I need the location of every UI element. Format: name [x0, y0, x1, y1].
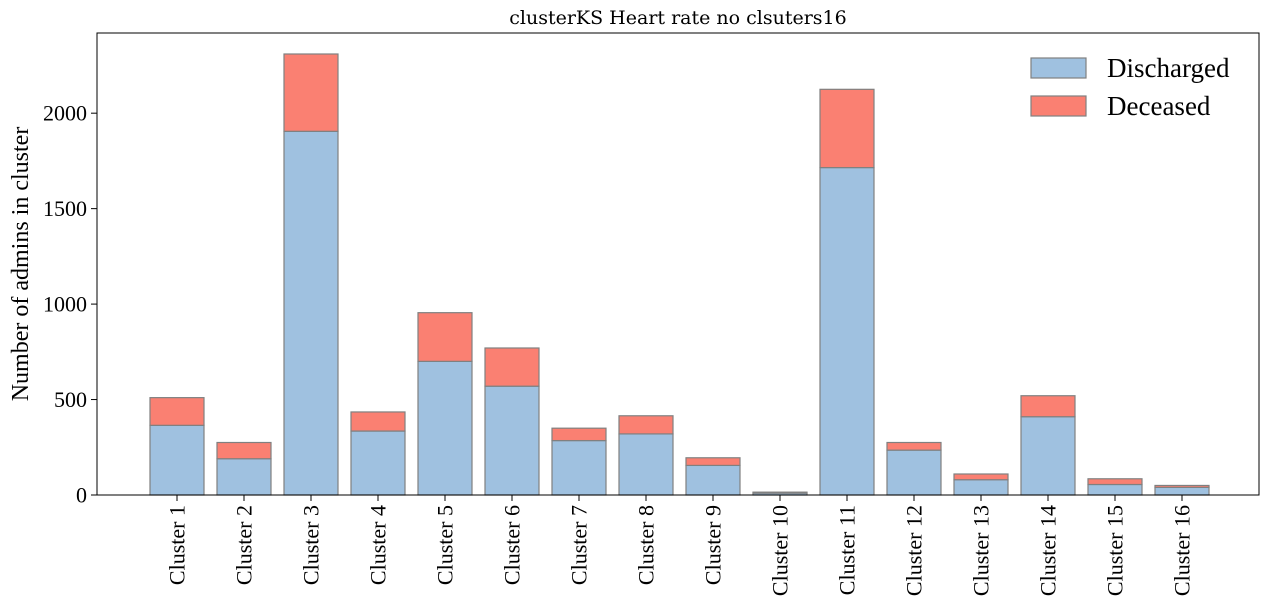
bar-deceased-16 — [1154, 484, 1210, 488]
bar-deceased-1 — [149, 397, 205, 426]
bar-deceased-4 — [350, 411, 406, 432]
legend-swatch-deceased — [1030, 95, 1087, 117]
x-tick-label: Cluster 5 — [433, 505, 458, 585]
x-tick-label: Cluster 2 — [232, 505, 257, 585]
bar-deceased-10 — [752, 491, 808, 494]
x-axis-ticks: Cluster 1 Cluster 2 Cluster 3 Cluster 4 Clus… — [165, 495, 1195, 596]
bar-discharged-11 — [819, 166, 875, 496]
plot-area-frame — [96, 32, 1260, 496]
bar-deceased-13 — [953, 473, 1009, 481]
x-tick-label: Cluster 10 — [768, 505, 793, 596]
x-tick-label: Cluster 3 — [299, 505, 324, 585]
x-tick-label: Cluster 4 — [366, 505, 391, 585]
bar-deceased-6 — [484, 347, 540, 387]
bar-discharged-7 — [551, 439, 607, 496]
y-axis-label: Number of admins in cluster — [8, 127, 34, 402]
bar-deceased-3 — [283, 53, 339, 132]
x-tick-label: Cluster 11 — [835, 505, 860, 595]
legend-label-deceased: Deceased — [1107, 91, 1211, 121]
x-tick-label: Cluster 9 — [701, 505, 726, 585]
bar-discharged-12 — [886, 449, 942, 496]
x-tick-label: Cluster 1 — [165, 505, 190, 585]
bar-deceased-8 — [618, 415, 674, 435]
bar-discharged-1 — [149, 424, 205, 496]
y-tick-label: 500 — [54, 387, 87, 412]
bar-deceased-9 — [685, 457, 741, 467]
y-tick-label: 1000 — [43, 292, 87, 317]
legend: Discharged Deceased — [1030, 53, 1230, 121]
legend-swatch-discharged — [1030, 57, 1087, 79]
y-tick-label: 0 — [76, 483, 87, 508]
bar-deceased-14 — [1020, 395, 1076, 418]
x-tick-label: Cluster 7 — [567, 505, 592, 585]
y-tick-label: 2000 — [43, 101, 87, 126]
bar-deceased-15 — [1087, 478, 1143, 486]
x-tick-label: Cluster 13 — [969, 505, 994, 596]
x-tick-label: Cluster 15 — [1103, 505, 1128, 596]
chart-title: clusterKS Heart rate no clsuters16 — [509, 7, 846, 29]
y-axis-ticks: 0 500 1000 1500 2000 — [43, 101, 97, 508]
x-tick-label: Cluster 8 — [634, 505, 659, 585]
x-tick-label: Cluster 16 — [1170, 505, 1195, 596]
bar-discharged-16 — [1154, 486, 1210, 496]
bar-discharged-13 — [953, 479, 1009, 496]
x-tick-label: Cluster 14 — [1036, 505, 1061, 596]
bar-discharged-8 — [618, 433, 674, 496]
bar-discharged-3 — [283, 130, 339, 496]
bar-deceased-2 — [216, 441, 272, 460]
legend-label-discharged: Discharged — [1107, 53, 1230, 83]
x-tick-label: Cluster 6 — [500, 505, 525, 585]
bars-group — [149, 53, 1210, 496]
bar-discharged-4 — [350, 430, 406, 496]
bar-discharged-14 — [1020, 416, 1076, 496]
bar-discharged-9 — [685, 464, 741, 496]
bar-deceased-12 — [886, 441, 942, 451]
x-tick-label: Cluster 12 — [902, 505, 927, 596]
bar-deceased-5 — [417, 312, 473, 362]
bar-discharged-6 — [484, 385, 540, 496]
bar-discharged-5 — [417, 360, 473, 496]
bar-deceased-7 — [551, 427, 607, 442]
bar-discharged-15 — [1087, 483, 1143, 496]
y-tick-label: 1500 — [43, 196, 87, 221]
bar-discharged-2 — [216, 458, 272, 496]
bar-deceased-11 — [819, 88, 875, 169]
